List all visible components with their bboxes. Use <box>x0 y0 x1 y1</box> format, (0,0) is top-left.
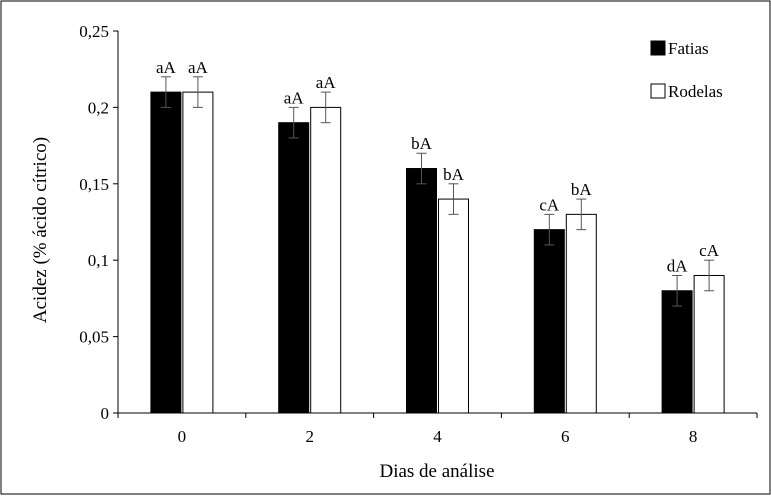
data-label: aA <box>156 58 177 77</box>
data-label: aA <box>284 88 305 107</box>
legend-swatch-fatias <box>650 40 666 56</box>
bar-fatias-8 <box>661 290 693 414</box>
y-tick-label: 0,15 <box>79 175 109 194</box>
data-label: dA <box>667 256 689 275</box>
data-label: aA <box>316 73 337 92</box>
data-label: cA <box>539 195 560 214</box>
bar-fatias-0 <box>150 91 182 414</box>
x-tick-label: 8 <box>689 427 698 446</box>
y-tick-label: 0,2 <box>88 98 109 117</box>
legend-label-rodelas: Rodelas <box>668 82 723 101</box>
y-tick-label: 0,1 <box>88 251 109 270</box>
error-bar <box>160 76 171 108</box>
bar-rodelas-0 <box>182 91 214 414</box>
x-tick-label: 6 <box>561 427 570 446</box>
error-bar <box>416 152 427 185</box>
bars <box>150 91 725 414</box>
data-label: bA <box>443 165 465 184</box>
bar-rodelas-6 <box>565 213 597 414</box>
error-bar <box>576 198 587 231</box>
y-axis-title: Acidez (% ácido cítrico) <box>30 137 51 323</box>
x-axis-title: Dias de análise <box>379 461 494 482</box>
legend-swatch-rodelas <box>650 83 666 99</box>
error-bars <box>160 76 715 307</box>
y-tick-label: 0 <box>101 404 110 423</box>
x-tick-label: 0 <box>178 427 187 446</box>
axes <box>113 30 758 418</box>
bar-rodelas-4 <box>438 198 469 414</box>
y-tick-label: 0,25 <box>79 22 109 41</box>
tick-labels: 0 0,05 0,1 0,15 0,2 0,25 0 2 4 6 8 <box>79 22 697 446</box>
bar-rodelas-2 <box>310 106 342 414</box>
data-label: bA <box>411 134 433 153</box>
error-bar <box>672 274 683 307</box>
x-tick-label: 4 <box>433 427 442 446</box>
error-bar <box>704 259 715 292</box>
legend-label-fatias: Fatias <box>668 39 709 58</box>
y-tick-label: 0,05 <box>79 328 109 347</box>
bar-fatias-4 <box>406 168 437 414</box>
data-label: cA <box>699 241 720 260</box>
legend: Fatias Rodelas <box>650 39 723 101</box>
bar-fatias-2 <box>278 122 310 414</box>
error-bar <box>288 106 299 139</box>
x-tick-label: 2 <box>305 427 314 446</box>
bar-rodelas-8 <box>693 274 725 414</box>
error-bar <box>320 91 331 124</box>
error-bar <box>192 76 203 108</box>
bar-fatias-6 <box>533 229 565 414</box>
data-labels: aA aA bA cA dA aA aA bA bA cA <box>156 58 720 276</box>
error-bar <box>544 213 555 246</box>
data-label: aA <box>188 58 209 77</box>
error-bar <box>448 183 459 215</box>
data-label: bA <box>571 180 593 199</box>
